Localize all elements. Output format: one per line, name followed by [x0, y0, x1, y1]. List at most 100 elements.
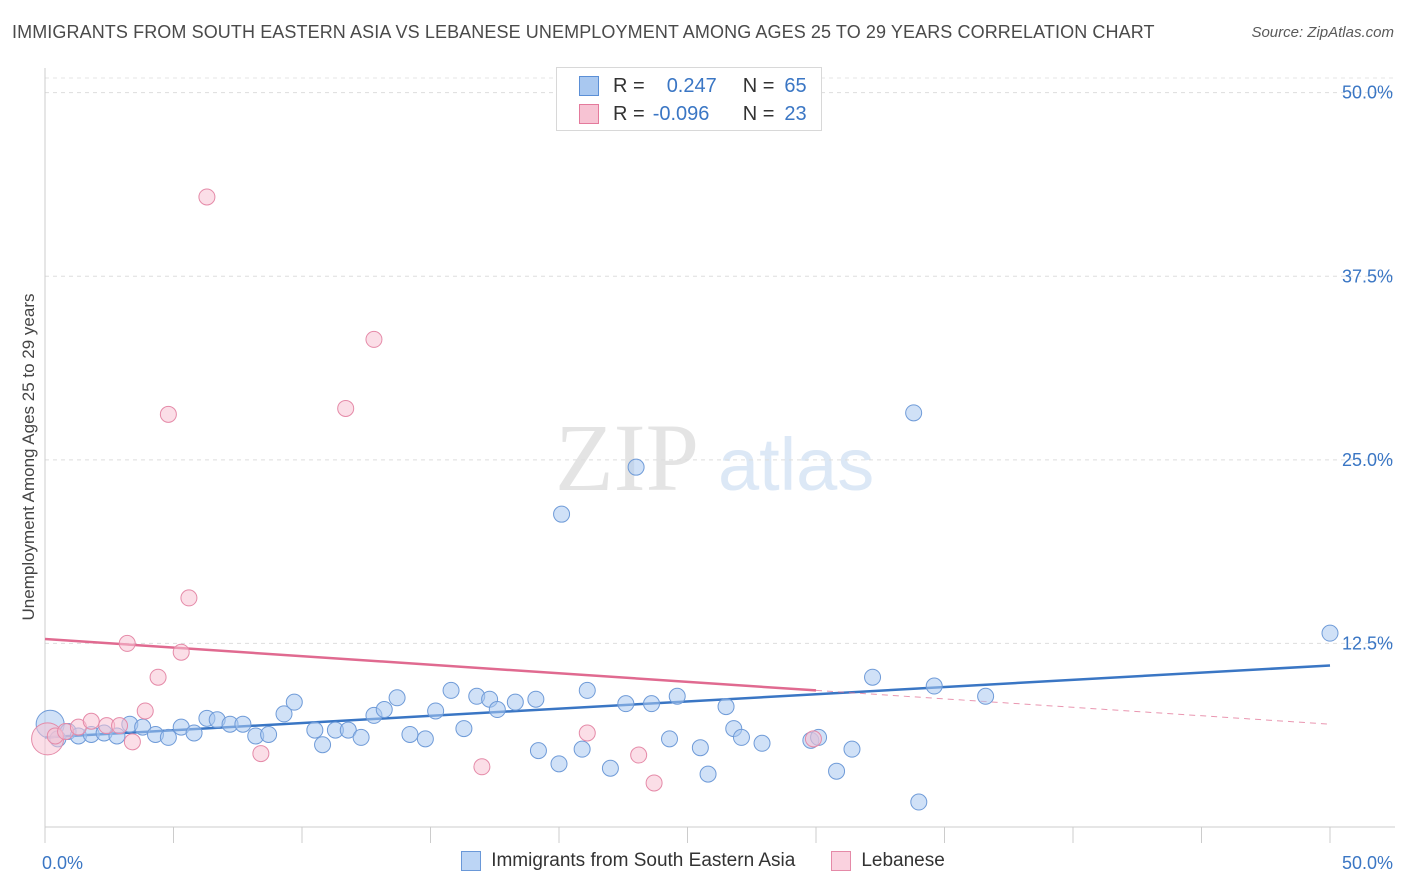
data-point [401, 725, 419, 743]
data-point [661, 730, 679, 748]
watermark-atlas: atlas [718, 423, 874, 506]
series-legend: Immigrants from South Eastern Asia Leban… [0, 850, 1406, 872]
data-point [473, 758, 491, 776]
y-tick-label: 25.0% [1342, 450, 1393, 470]
data-point [388, 689, 406, 707]
data-point [118, 634, 136, 652]
x-tick-label: 0.0% [42, 853, 83, 873]
data-point [159, 728, 177, 746]
data-points [31, 188, 1339, 811]
data-point [843, 740, 861, 758]
data-point [442, 681, 460, 699]
data-point [339, 721, 357, 739]
data-point [136, 702, 154, 720]
chart-title: IMMIGRANTS FROM SOUTH EASTERN ASIA VS LE… [12, 22, 1155, 42]
data-point [159, 405, 177, 423]
legend-item-immigrants[interactable]: Immigrants from South Eastern Asia [461, 850, 795, 872]
r-label: R = [613, 74, 645, 97]
stats-swatch-pink [579, 104, 599, 124]
data-point [578, 724, 596, 742]
data-point [260, 725, 278, 743]
data-point [234, 715, 252, 733]
data-point [553, 505, 571, 523]
legend-swatch-pink [831, 851, 852, 871]
data-point [691, 739, 709, 757]
trendlines [44, 637, 1331, 739]
y-tick-labels: 12.5% 25.0% 37.5% 50.0% [1342, 83, 1393, 654]
data-point [314, 736, 332, 754]
axes [44, 68, 1395, 843]
data-point [601, 759, 619, 777]
data-point [527, 690, 545, 708]
y-tick-label: 50.0% [1342, 83, 1393, 103]
data-point [185, 724, 203, 742]
watermark: ZIP atlas [555, 404, 874, 511]
data-point [252, 745, 270, 763]
data-point [123, 733, 141, 751]
data-point [488, 701, 506, 719]
data-point [804, 730, 822, 748]
data-point [455, 720, 473, 738]
data-point [864, 668, 882, 686]
data-point [550, 755, 568, 773]
y-tick-label: 37.5% [1342, 266, 1393, 286]
stats-legend: R = 0.247 N = 65 R = -0.096 N = 23 [556, 67, 822, 131]
legend-label: Immigrants from South Eastern Asia [491, 850, 796, 871]
data-point [573, 740, 591, 758]
data-point [285, 693, 303, 711]
data-point [732, 728, 750, 746]
data-point [1321, 624, 1339, 642]
data-point [668, 687, 686, 705]
data-point [753, 734, 771, 752]
data-point [699, 765, 717, 783]
n-value: 23 [784, 102, 807, 125]
stats-row-blue: R = 0.247 N = 65 [579, 72, 807, 100]
data-point [828, 762, 846, 780]
data-point [82, 712, 100, 730]
data-point [627, 458, 645, 476]
source-credit: Source: ZipAtlas.com [1251, 24, 1394, 41]
data-point [352, 728, 370, 746]
legend-item-lebanese[interactable]: Lebanese [831, 850, 945, 872]
data-point [645, 774, 663, 792]
data-point [578, 681, 596, 699]
stats-swatch-blue [579, 76, 599, 96]
data-point [172, 643, 190, 661]
data-point [149, 668, 167, 686]
data-point [337, 399, 355, 417]
y-axis-label: Unemployment Among Ages 25 to 29 years [19, 294, 38, 621]
trendline-immigrants [44, 664, 1331, 739]
data-point [643, 695, 661, 713]
n-label: N = [742, 102, 775, 125]
watermark-zip: ZIP [555, 404, 699, 511]
data-point [306, 721, 324, 739]
data-point [506, 693, 524, 711]
data-point [275, 705, 293, 723]
data-point [198, 188, 216, 206]
data-point [910, 793, 928, 811]
trendline-lebanese-extension [815, 689, 1331, 725]
x-tick-label: 50.0% [1342, 853, 1393, 873]
data-point [925, 677, 943, 695]
data-point [617, 695, 635, 713]
data-point [111, 717, 129, 735]
stats-row-pink: R = -0.096 N = 23 [579, 100, 807, 128]
data-point [427, 702, 445, 720]
data-point [365, 330, 383, 348]
y-tick-label: 12.5% [1342, 633, 1393, 653]
data-point [630, 746, 648, 764]
data-point [717, 698, 735, 716]
data-point [529, 742, 547, 760]
data-point [375, 701, 393, 719]
n-label: N = [742, 74, 775, 97]
x-tick-labels: 0.0% 50.0% [42, 853, 1393, 873]
gridlines [45, 77, 1395, 644]
legend-swatch-blue [461, 851, 482, 871]
data-point [905, 404, 923, 422]
data-point [134, 718, 152, 736]
trendline-lebanese [44, 637, 817, 692]
data-point [416, 730, 434, 748]
r-value: -0.096 [652, 102, 710, 125]
r-label: R = [613, 102, 645, 125]
